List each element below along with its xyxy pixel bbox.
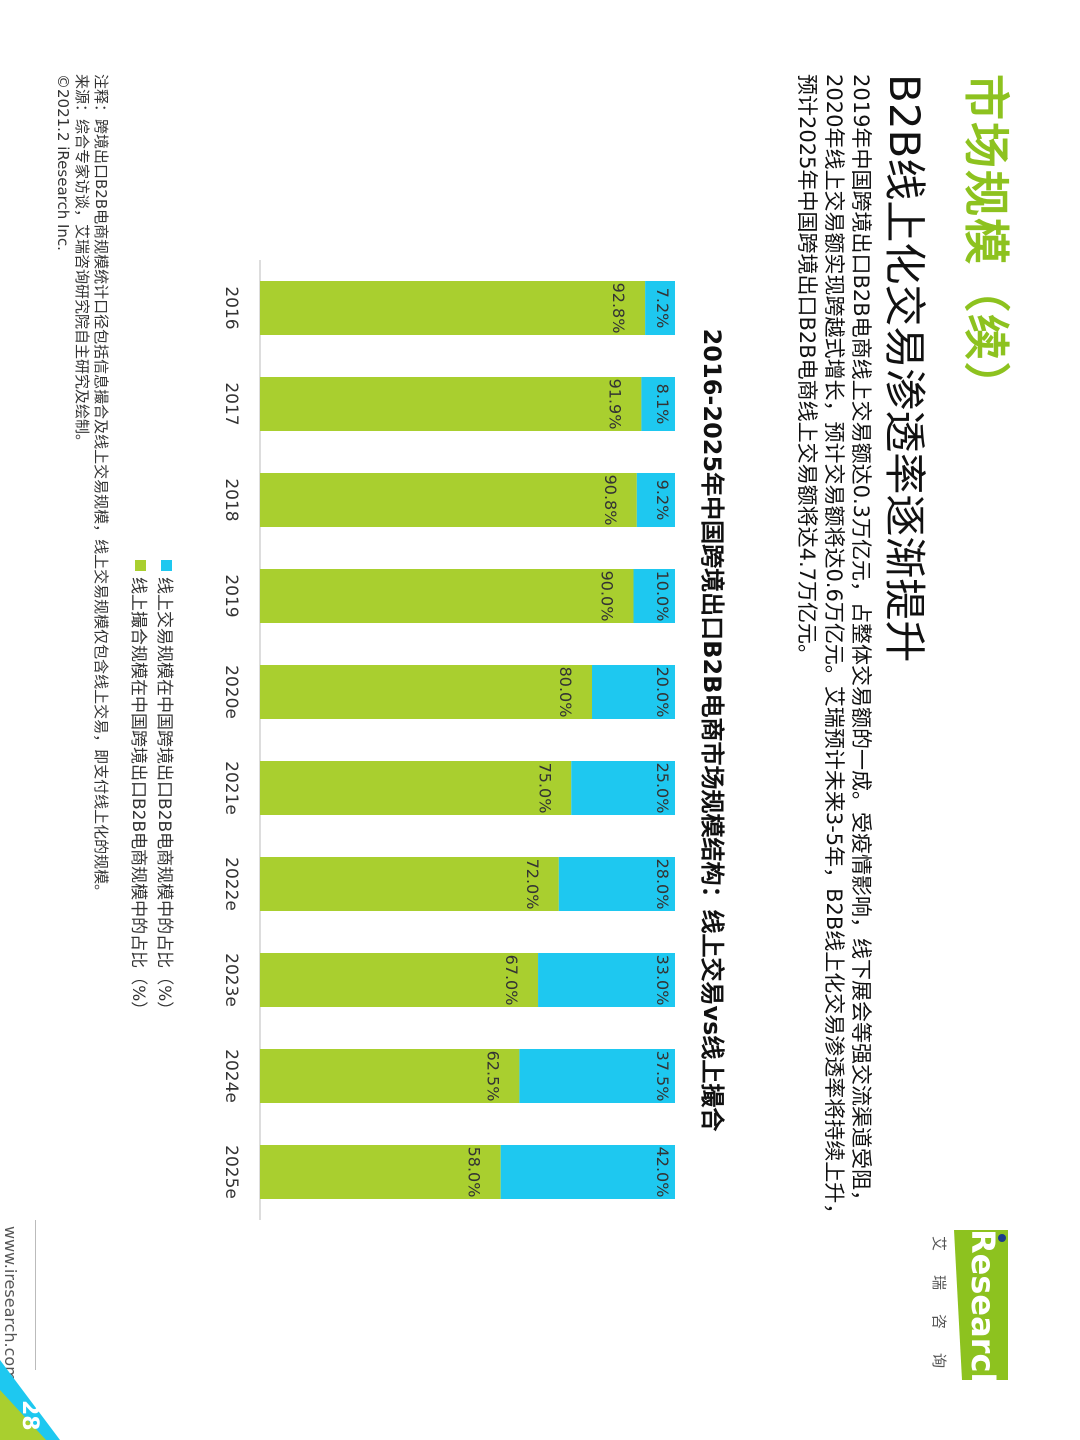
data-label-online: 28.0%	[653, 859, 672, 910]
x-tick-label: 2021e	[221, 761, 241, 815]
copyright: ©2021.2 iResearch Inc.	[54, 74, 72, 251]
page-corner-graphic	[0, 1360, 60, 1440]
x-tick-label: 2025e	[221, 1145, 241, 1199]
bar-matchmaking	[259, 377, 642, 431]
legend-item-online: 线上交易规模在中国跨境出口B2B电商规模中的占比（%）	[154, 560, 180, 1018]
data-label-matchmaking: 72.0%	[523, 859, 542, 910]
data-label-online: 9.2%	[653, 480, 672, 521]
bar-online	[500, 1145, 675, 1199]
bar-matchmaking	[260, 1049, 520, 1103]
data-label-matchmaking: 58.0%	[465, 1147, 484, 1198]
bar-online	[592, 665, 675, 719]
bar-online	[645, 281, 675, 335]
data-label-online: 8.1%	[653, 384, 672, 425]
iresearch-logo	[954, 1230, 1008, 1380]
page-number: 28	[17, 1400, 42, 1431]
data-label-matchmaking: 75.0%	[535, 763, 554, 814]
x-tick-label: 2022e	[221, 857, 241, 911]
data-label-matchmaking: 90.8%	[601, 475, 620, 526]
page-title: 市场规模（续）	[959, 74, 1013, 410]
bar-matchmaking	[260, 569, 634, 623]
description: 2019年中国跨境出口B2B电商线上交易额达0.3万亿元，占整体交易额的一成。受…	[793, 74, 874, 1274]
bar-online	[641, 377, 675, 431]
bar-online	[633, 569, 675, 623]
data-label-matchmaking: 80.0%	[556, 667, 575, 718]
bar-online	[571, 761, 675, 815]
bar-matchmaking	[260, 857, 559, 911]
legend-swatch-matchmaking	[135, 560, 147, 571]
data-label-matchmaking: 91.9%	[605, 379, 624, 430]
bar-online	[558, 857, 675, 911]
data-label-online: 10.0%	[653, 571, 672, 622]
x-tick-label: 2018	[221, 478, 241, 521]
data-label-online: 7.2%	[653, 288, 672, 329]
chart-title: 2016-2025年中国跨境出口B2B电商市场规模结构：线上交易vs线上撮合	[698, 328, 726, 1132]
legend-label-online: 线上交易规模在中国跨境出口B2B电商规模中的占比（%）	[154, 577, 175, 1019]
x-tick-label: 2017	[221, 382, 241, 425]
data-label-matchmaking: 92.8%	[609, 283, 628, 334]
bar-matchmaking	[260, 281, 646, 335]
data-label-online: 25.0%	[653, 763, 672, 814]
x-tick-label: 2024e	[221, 1049, 241, 1103]
note-line: 注释：跨境出口B2B电商规模统计口径包括信息撮合及线上交易规模，线上交易规模仅包…	[92, 74, 110, 900]
bar-matchmaking	[260, 1145, 501, 1199]
bar-matchmaking	[260, 953, 539, 1007]
stacked-bar-chart: 92.8% 7.2% 2016 91.9% 8.1% 2017 90.8% 9.2% 2018 9…	[221, 260, 675, 1220]
description-line: 2019年中国跨境出口B2B电商线上交易额达0.3万亿元，占整体交易额的一成。受…	[849, 74, 873, 1212]
logo-cn: 艾瑞咨询	[930, 1236, 948, 1393]
x-tick-label: 2020e	[221, 665, 241, 719]
bar-matchmaking	[260, 761, 572, 815]
data-label-online: 42.0%	[653, 1147, 672, 1198]
data-label-matchmaking: 90.0%	[598, 571, 617, 622]
data-label-matchmaking: 62.5%	[483, 1051, 502, 1102]
logo-text: iResearch	[964, 1218, 1002, 1396]
bar-online	[636, 473, 675, 527]
notes: 注释：跨境出口B2B电商规模统计口径包括信息撮合及线上交易规模，线上交易规模仅包…	[53, 74, 110, 899]
data-label-online: 20.0%	[653, 667, 672, 718]
data-label-online: 33.0%	[653, 955, 672, 1006]
chart-legend: 线上交易规模在中国跨境出口B2B电商规模中的占比（%） 线上撮合规模在中国跨境出…	[128, 560, 180, 1018]
x-tick-label: 2016	[221, 286, 241, 329]
source-line: 来源：综合专家访谈，艾瑞咨询研究院自主研究及绘制。	[73, 74, 91, 450]
legend-label-matchmaking: 线上撮合规模在中国跨境出口B2B电商规模中的占比（%）	[128, 577, 149, 1019]
legend-item-matchmaking: 线上撮合规模在中国跨境出口B2B电商规模中的占比（%）	[128, 560, 154, 1018]
bar-matchmaking	[260, 665, 592, 719]
description-line: 预计2025年中国跨境出口B2B电商线上交易额将达4.7万亿元。	[795, 74, 819, 666]
data-label-online: 37.5%	[653, 1051, 672, 1102]
footer-divider	[35, 1220, 36, 1370]
x-tick-label: 2019	[221, 574, 241, 617]
legend-swatch-online	[161, 560, 173, 571]
data-label-matchmaking: 67.0%	[502, 955, 521, 1006]
description-line: 2020年线上交易额实现跨越式增长，预计交易额将达0.6万亿元。艾瑞预计未来3-…	[822, 74, 846, 1225]
x-tick-label: 2023e	[221, 953, 241, 1007]
bar-online	[538, 953, 675, 1007]
bar-online	[519, 1049, 675, 1103]
bar-matchmaking	[259, 473, 637, 527]
page-subtitle: B2B线上化交易渗透率逐渐提升	[880, 74, 929, 663]
